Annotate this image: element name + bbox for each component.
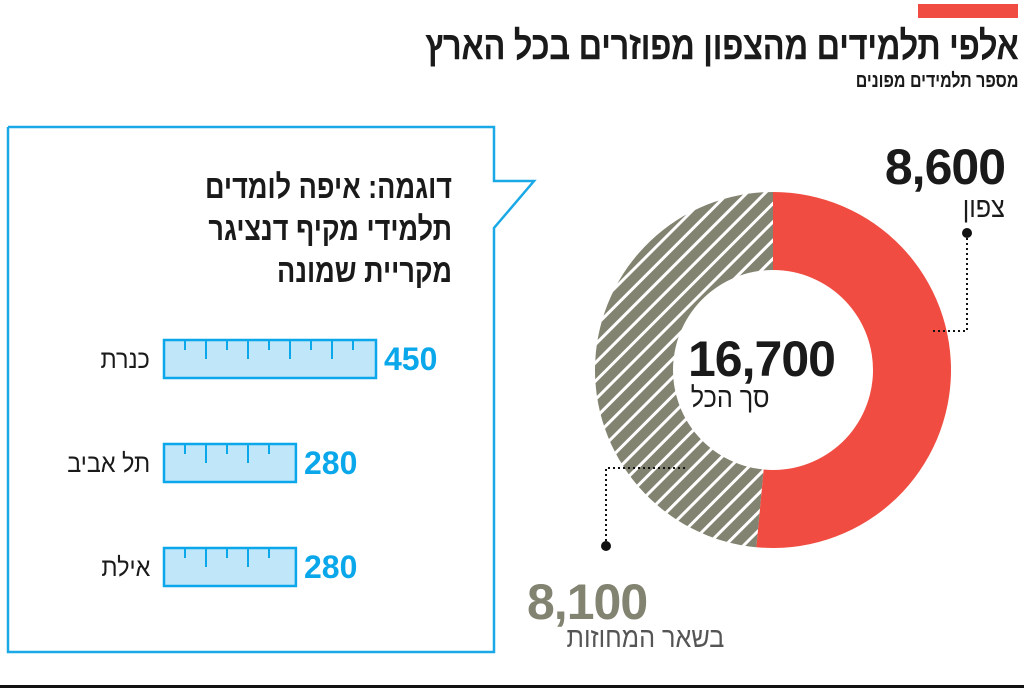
accent-bar <box>918 4 1018 18</box>
bar-value-kinneret: 450 <box>384 341 438 377</box>
callout-box <box>6 125 537 654</box>
rest-value: 8,100 <box>527 574 648 630</box>
bar-1 <box>162 442 298 484</box>
donut-chart <box>595 192 951 548</box>
bar-value-tel-aviv: 280 <box>304 445 358 481</box>
donut-slice-north <box>756 192 951 548</box>
bar-label-kinneret: כנרת <box>100 344 150 374</box>
total-label: סך הכל <box>691 382 770 413</box>
rest-label: בשאר המחוזות <box>566 622 724 653</box>
bottom-rule <box>0 685 1024 688</box>
page-title: אלפי תלמידים מהצפון מפוזרים בכל הארץ <box>424 24 1019 68</box>
bar-2 <box>162 546 298 588</box>
page-subtitle: מספר תלמידים מפונים <box>855 70 1018 92</box>
bar-value-eilat: 280 <box>304 549 358 585</box>
rest-leader-line <box>605 467 688 546</box>
donut-slice-rest <box>595 192 773 548</box>
bar-chart <box>162 338 378 588</box>
callout-title: דוגמה: איפה לומדים תלמידי מקיף דנציגר מק… <box>204 168 452 289</box>
bar-label-eilat: אילת <box>101 552 150 582</box>
north-value: 8,600 <box>884 139 1006 195</box>
bar-label-tel-aviv: תל אביב <box>67 448 150 478</box>
total-value: 16,700 <box>688 331 836 387</box>
north-label: צפון <box>962 192 1005 223</box>
